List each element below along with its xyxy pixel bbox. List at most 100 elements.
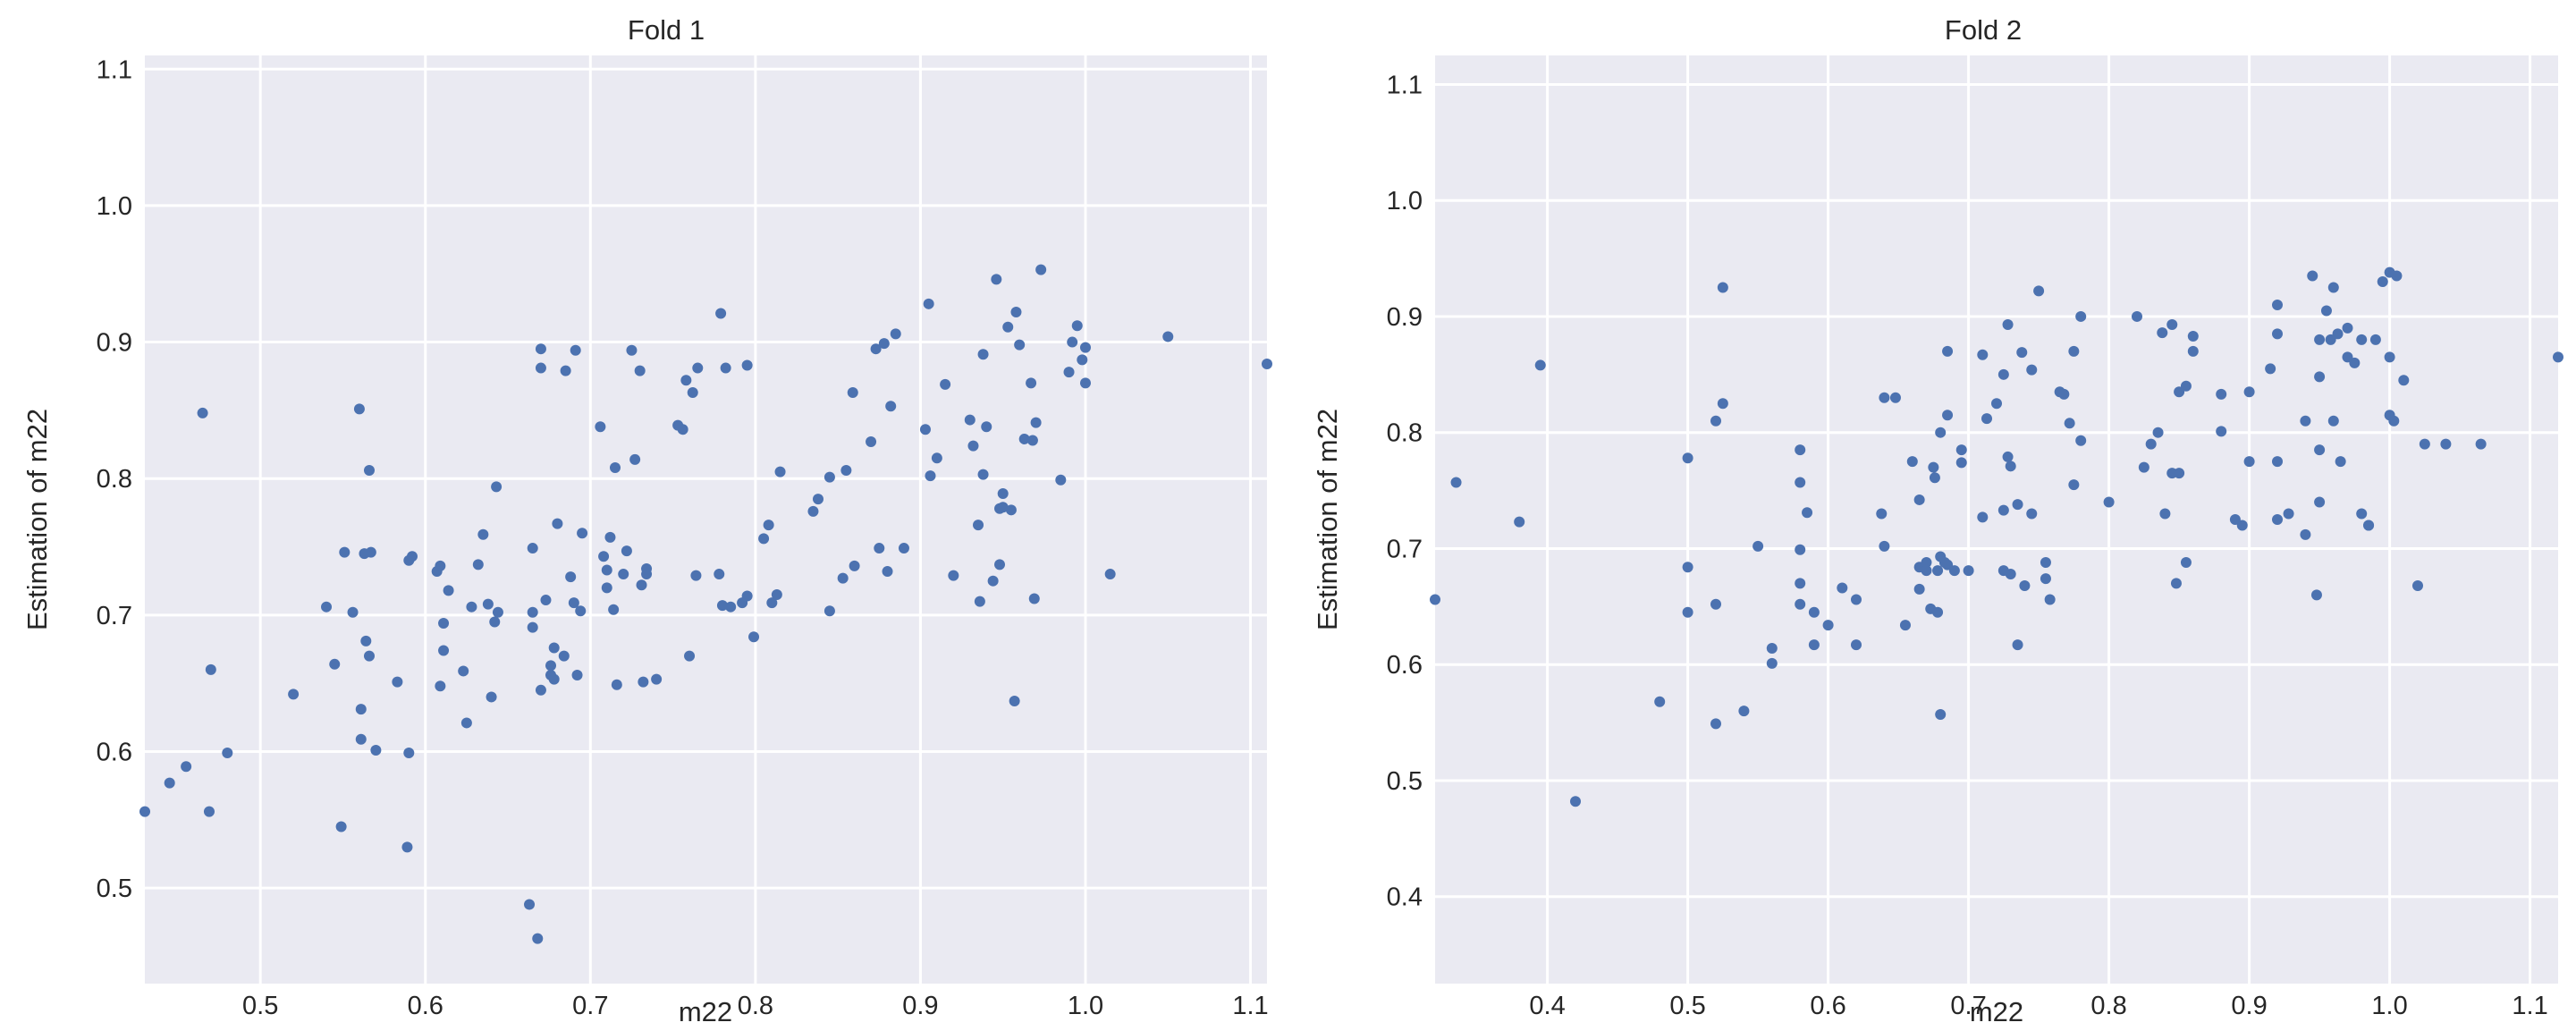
fold-1-point: [560, 365, 571, 376]
fold-1-point: [339, 546, 351, 558]
fold-1-x-tick-label: 0.6: [408, 992, 443, 1020]
fold-1-point: [1079, 342, 1091, 353]
fold-1-point: [677, 424, 688, 435]
fold-1-point: [403, 748, 415, 759]
fold-1-point: [203, 806, 215, 817]
fold-1-point: [321, 601, 333, 613]
fold-1-y-tick-label: 0.9: [97, 329, 132, 358]
fold-2-point: [1717, 282, 1728, 293]
fold-2-x-axis-label: m22: [1970, 996, 2023, 1027]
fold-2-point: [2369, 334, 2381, 345]
fold-1-point: [687, 387, 698, 399]
fold-1-point: [763, 520, 774, 531]
fold-1-point: [558, 650, 570, 662]
fold-1-point: [139, 806, 150, 817]
fold-2-point: [2138, 461, 2149, 473]
fold-1-point: [435, 560, 446, 571]
fold-1-point: [629, 453, 641, 465]
fold-2-point: [2243, 386, 2255, 398]
fold-1-point: [548, 642, 560, 654]
fold-1-point: [837, 572, 849, 584]
fold-1-point: [1002, 321, 1014, 333]
fold-1-point: [813, 494, 823, 505]
fold-1-point: [486, 691, 497, 703]
fold-1-point: [1030, 417, 1042, 428]
fold-2-point: [1977, 511, 1989, 523]
fold-2-point: [1738, 706, 1750, 717]
fold-1-x-axis-label: m22: [679, 996, 732, 1027]
fold-2-point: [2216, 388, 2227, 400]
fold-2-point: [1955, 444, 1967, 456]
fold-2-point: [2440, 438, 2452, 450]
fold-1-x-tick-label: 0.9: [902, 992, 938, 1020]
fold-2-point: [1795, 544, 1806, 555]
fold-2-point: [2187, 345, 2199, 357]
fold-2-y-ticks: 0.4 0.5 0.6 0.7 0.8 0.9 1.0 1.1: [1387, 71, 1423, 911]
fold-1-point: [618, 569, 629, 580]
fold-2-grid: [1435, 55, 2558, 984]
fold-1-point: [568, 597, 579, 609]
fold-2-point: [2033, 285, 2045, 297]
fold-1-point: [571, 670, 583, 681]
fold-2-point: [1955, 457, 1967, 469]
fold-2-points: [1430, 266, 2563, 807]
fold-2-point: [1795, 477, 1806, 488]
fold-1-y-ticks: 0.5 0.6 0.7 0.8 0.9 1.0 1.1: [97, 55, 132, 903]
fold-2-point: [1710, 598, 1721, 610]
fold-1-point: [392, 676, 403, 688]
fold-1-y-tick-label: 0.8: [97, 465, 132, 494]
fold-1-point: [684, 650, 696, 662]
fold-2-point: [2327, 282, 2339, 293]
fold-1-point: [527, 621, 538, 633]
fold-1-point: [874, 543, 885, 554]
fold-1-y-tick-label: 0.5: [97, 875, 132, 903]
fold-1-point: [1005, 504, 1017, 516]
fold-1-y-tick-label: 0.7: [97, 602, 132, 630]
fold-2-point: [1977, 349, 1989, 360]
fold-2-y-tick-label: 1.1: [1387, 71, 1423, 99]
fold-1-point: [1014, 339, 1026, 351]
fold-1-y-tick-label: 0.6: [97, 739, 132, 767]
fold-2-point: [2180, 557, 2192, 569]
fold-2-y-tick-label: 1.0: [1387, 187, 1423, 215]
fold-2-x-ticks: 0.4 0.5 0.6 0.7 0.8 0.9 1.0 1.1: [1529, 992, 2547, 1020]
fold-2-point: [1682, 452, 1693, 464]
fold-1-point: [994, 559, 1006, 570]
fold-1-point: [898, 543, 909, 554]
fold-1-point: [974, 596, 985, 607]
fold-1-point: [866, 435, 877, 447]
fold-1-point: [540, 595, 552, 606]
fold-1-point: [981, 421, 992, 433]
fold-1-point: [491, 481, 503, 493]
fold-1-point: [977, 469, 989, 480]
fold-1-point: [1035, 264, 1047, 275]
fold-1-point: [355, 704, 367, 715]
fold-1-point: [205, 663, 216, 675]
fold-1-point: [1077, 354, 1088, 366]
fold-1-point: [438, 645, 450, 656]
fold-2-point: [2384, 351, 2395, 363]
fold-2-point: [2363, 520, 2375, 531]
fold-2-y-axis-label: Estimation of m22: [1312, 409, 1343, 630]
fold-2-point: [1921, 565, 1932, 577]
fold-1-x-tick-label: 0.7: [572, 992, 608, 1020]
fold-1-point: [771, 588, 782, 600]
fold-2-point: [2005, 461, 2016, 472]
fold-1-title: Fold 1: [628, 14, 705, 46]
fold-2-x-tick-label: 0.4: [1529, 992, 1565, 1020]
fold-2-point: [1942, 410, 1954, 421]
fold-2-point: [1851, 594, 1862, 605]
fold-2-point: [2310, 589, 2322, 601]
fold-2-point: [1837, 582, 1848, 594]
fold-2-point: [2002, 319, 2014, 331]
fold-2-point: [2075, 310, 2087, 322]
fold-1-point: [601, 582, 612, 594]
fold-2-point: [2349, 357, 2361, 368]
fold-1-point: [847, 387, 858, 399]
fold-1-point: [774, 466, 786, 477]
fold-1-points: [139, 264, 1272, 944]
fold-2-point: [2320, 305, 2332, 317]
fold-2-point: [2300, 415, 2311, 427]
fold-2-point: [1717, 398, 1728, 410]
fold-2-point: [2377, 276, 2388, 288]
